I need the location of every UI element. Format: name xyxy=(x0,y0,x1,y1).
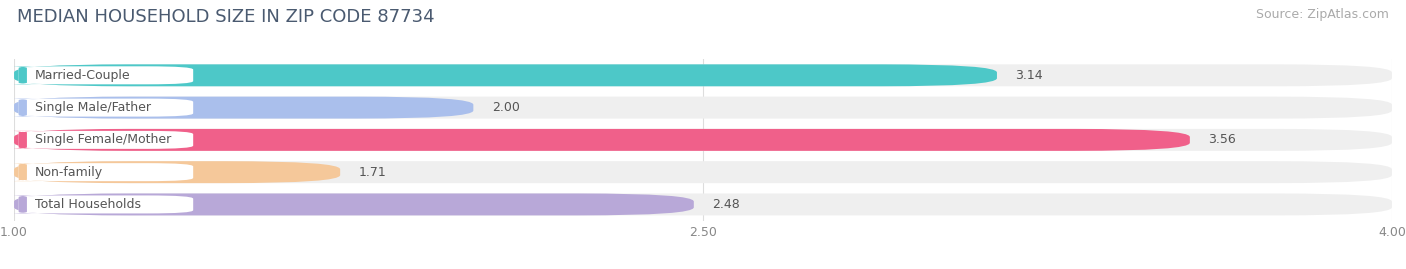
FancyBboxPatch shape xyxy=(14,97,474,119)
FancyBboxPatch shape xyxy=(14,161,1392,183)
FancyBboxPatch shape xyxy=(14,193,1392,215)
Text: 2.00: 2.00 xyxy=(492,101,520,114)
FancyBboxPatch shape xyxy=(4,99,42,116)
Text: Single Male/Father: Single Male/Father xyxy=(35,101,152,114)
FancyBboxPatch shape xyxy=(18,196,193,213)
Text: Married-Couple: Married-Couple xyxy=(35,69,131,82)
FancyBboxPatch shape xyxy=(14,129,1392,151)
FancyBboxPatch shape xyxy=(18,131,193,149)
FancyBboxPatch shape xyxy=(18,163,193,181)
FancyBboxPatch shape xyxy=(4,131,42,149)
FancyBboxPatch shape xyxy=(14,64,997,86)
Text: Source: ZipAtlas.com: Source: ZipAtlas.com xyxy=(1256,8,1389,21)
Text: Total Households: Total Households xyxy=(35,198,141,211)
FancyBboxPatch shape xyxy=(14,161,340,183)
FancyBboxPatch shape xyxy=(18,99,193,116)
FancyBboxPatch shape xyxy=(14,97,1392,119)
FancyBboxPatch shape xyxy=(14,64,1392,86)
FancyBboxPatch shape xyxy=(4,66,42,84)
Text: 1.71: 1.71 xyxy=(359,166,387,179)
Text: MEDIAN HOUSEHOLD SIZE IN ZIP CODE 87734: MEDIAN HOUSEHOLD SIZE IN ZIP CODE 87734 xyxy=(17,8,434,26)
FancyBboxPatch shape xyxy=(14,129,1189,151)
Text: Non-family: Non-family xyxy=(35,166,103,179)
Text: Single Female/Mother: Single Female/Mother xyxy=(35,133,172,146)
Text: 2.48: 2.48 xyxy=(713,198,740,211)
FancyBboxPatch shape xyxy=(4,163,42,181)
FancyBboxPatch shape xyxy=(14,193,693,215)
FancyBboxPatch shape xyxy=(18,66,193,84)
FancyBboxPatch shape xyxy=(4,196,42,213)
Text: 3.56: 3.56 xyxy=(1208,133,1236,146)
Text: 3.14: 3.14 xyxy=(1015,69,1043,82)
